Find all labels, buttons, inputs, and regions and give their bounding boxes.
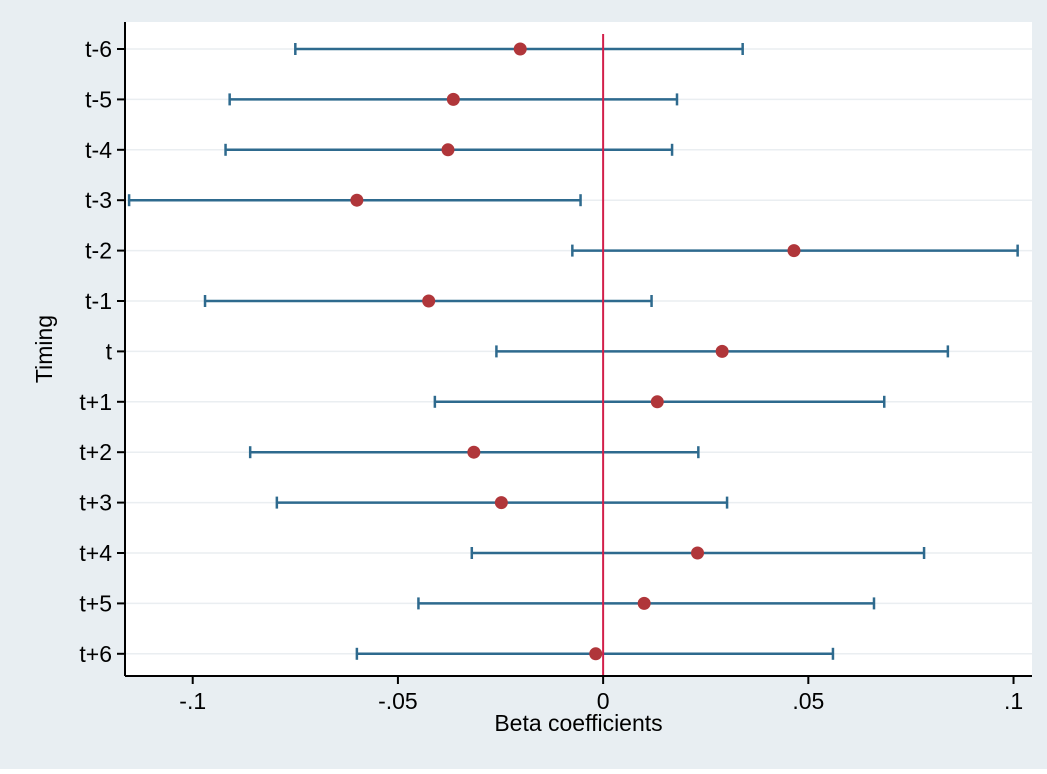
y-tick-label: t-4 <box>85 137 112 163</box>
point-estimate-t+5 <box>637 596 651 610</box>
point-estimate-t-2 <box>787 244 801 258</box>
plot-area <box>125 22 1032 676</box>
y-axis-label: Timing <box>31 315 57 383</box>
y-tick-label: t-6 <box>85 36 112 62</box>
axes: t-6 t-5 t-4 t-3 t-2 t-1 t t+1 t+2 t+3 t+4 t+5 t+6 -.1… <box>79 22 1032 714</box>
y-tick-label: t <box>106 338 113 364</box>
point-estimate-t-6 <box>513 42 527 56</box>
y-tick-label: t+2 <box>79 439 112 465</box>
point-estimate-t-3 <box>350 193 364 207</box>
y-tick-label: t+5 <box>79 590 112 616</box>
point-estimate-t <box>715 344 729 358</box>
x-tick-label: .05 <box>792 688 824 714</box>
point-estimate-t+1 <box>650 395 664 409</box>
point-estimate-t-4 <box>441 143 455 157</box>
y-tick-label: t+3 <box>79 490 112 516</box>
y-tick-label: t-5 <box>85 86 112 112</box>
x-axis-label: Beta coefficients <box>494 710 662 736</box>
y-tick-label: t-3 <box>85 187 112 213</box>
y-tick-label: t+6 <box>79 641 112 667</box>
point-estimate-t+3 <box>494 496 508 510</box>
point-estimates <box>350 42 801 661</box>
x-tick-label: 0 <box>597 688 610 714</box>
y-tick-label: t-1 <box>85 288 112 314</box>
x-tick-label: -.05 <box>378 688 418 714</box>
point-estimate-t+4 <box>691 546 705 560</box>
point-estimate-t+6 <box>589 647 603 661</box>
point-estimate-t-1 <box>422 294 436 308</box>
x-tick-label: .1 <box>1004 688 1023 714</box>
y-tick-label: t+4 <box>79 540 112 566</box>
x-tick-label: -.1 <box>179 688 206 714</box>
y-tick-label: t+1 <box>79 389 112 415</box>
y-tick-label: t-2 <box>85 238 112 264</box>
point-estimate-t+2 <box>467 445 481 459</box>
point-estimate-t-5 <box>446 92 460 106</box>
